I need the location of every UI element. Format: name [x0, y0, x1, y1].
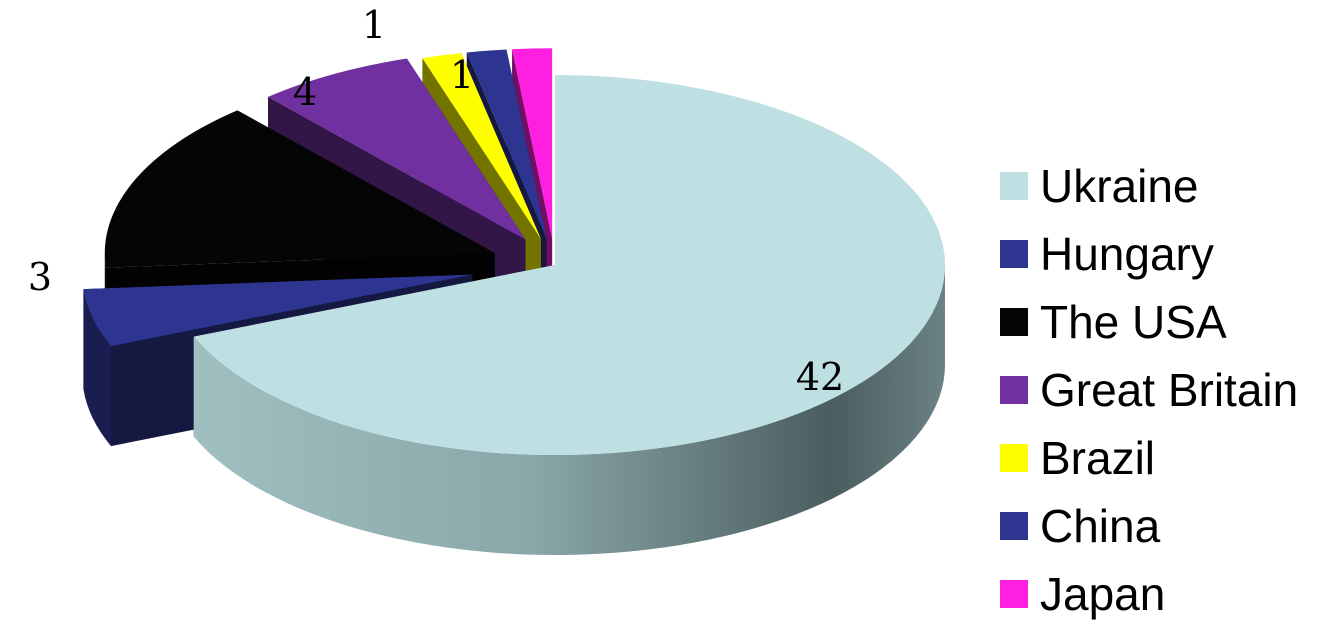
pie-slice-brazil-top	[422, 53, 541, 240]
pie-slice-hungary-top	[83, 274, 473, 347]
legend-item-japan: Japan	[1000, 560, 1344, 628]
legend-item-brazil: Brazil	[1000, 424, 1344, 492]
legend-label: Japan	[1040, 568, 1166, 620]
pie-slice-ukraine	[193, 75, 946, 556]
legend-item-ukraine: Ukraine	[1000, 152, 1344, 220]
data-label-ukraine: 42	[796, 355, 844, 399]
legend-label: Hungary	[1040, 228, 1214, 280]
legend-label: Ukraine	[1040, 160, 1199, 212]
legend-swatch	[1000, 580, 1028, 608]
data-label-brazil: 1	[362, 3, 386, 47]
pie-slice-great-britain-top	[267, 58, 526, 240]
legend-label: China	[1040, 500, 1161, 552]
legend: Ukraine Hungary The USA Great Britain Brazil…	[1000, 152, 1344, 628]
legend-label: Great Britain	[1040, 364, 1299, 416]
pie-slice-the-usa-top	[104, 110, 495, 268]
legend-swatch	[1000, 512, 1028, 540]
legend-swatch	[1000, 444, 1028, 472]
data-label-great-britain: 4	[293, 70, 317, 114]
data-labels-layer: 1 1 4 3 42	[28, 3, 844, 399]
legend-item-hungary: Hungary	[1000, 220, 1344, 288]
legend-item-china: China	[1000, 492, 1344, 560]
slices-layer	[83, 48, 946, 556]
legend-swatch	[1000, 308, 1028, 336]
legend-item-the-usa: The USA	[1000, 288, 1344, 356]
legend-swatch	[1000, 240, 1028, 268]
legend-label: Brazil	[1040, 432, 1156, 484]
pie-slice-japan-top	[512, 48, 553, 239]
legend-label: The USA	[1040, 296, 1227, 348]
data-label-japan: 1	[450, 53, 474, 97]
pie-slice-china-top	[466, 49, 547, 239]
pie-slice-ukraine-rim	[193, 265, 946, 556]
legend-swatch	[1000, 172, 1028, 200]
legend-item-great-britain: Great Britain	[1000, 356, 1344, 424]
pie-slice-ukraine-top	[193, 75, 946, 455]
data-label-hungary: 3	[28, 255, 52, 299]
pie-slice-hungary-rim	[83, 289, 112, 447]
legend-swatch	[1000, 376, 1028, 404]
